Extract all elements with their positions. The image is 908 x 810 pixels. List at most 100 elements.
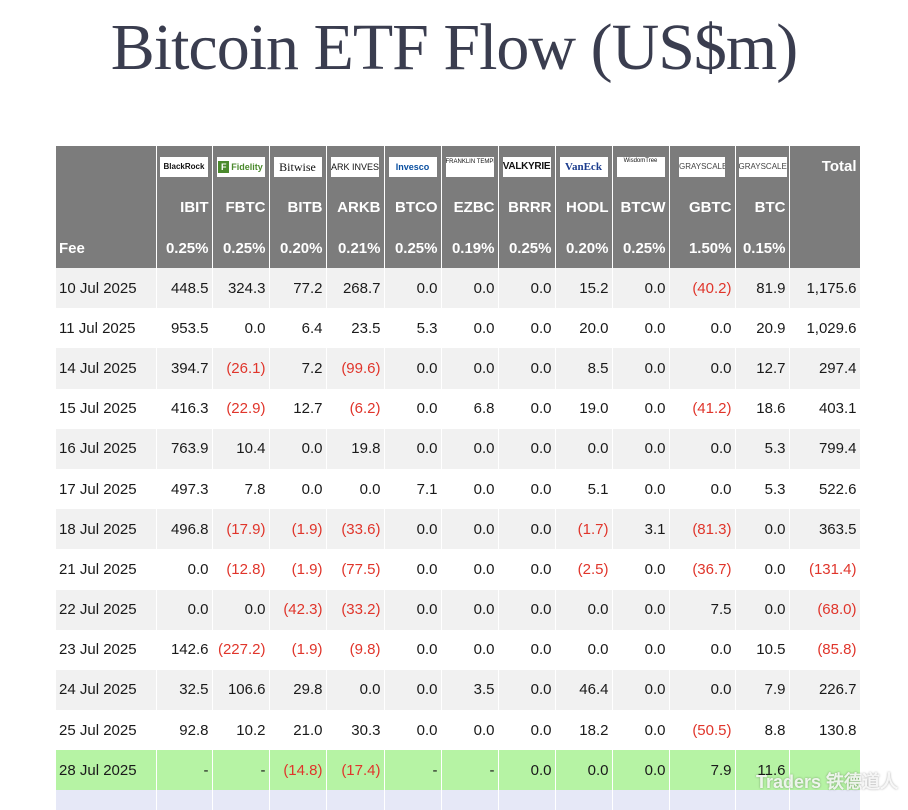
blank-cell [612, 790, 670, 810]
row-date: 16 Jul 2025 [56, 428, 157, 469]
flow-cell: 0.0 [669, 629, 736, 670]
flow-cell: 0.0 [498, 308, 556, 349]
flow-cell: 92.8 [156, 710, 213, 751]
flow-cell: 18.6 [735, 388, 790, 429]
flow-cell: 7.9 [669, 750, 736, 791]
wisdomtree-logo: WisdomTree [616, 156, 665, 177]
flow-cell: 10.4 [212, 428, 270, 469]
issuer-cell: WisdomTree [612, 146, 670, 187]
flow-cell: 0.0 [326, 669, 385, 711]
flow-cell: 21.0 [269, 710, 327, 751]
flow-cell: (40.2) [669, 268, 736, 309]
flow-cell: 0.0 [441, 268, 499, 309]
flow-cell: 12.7 [735, 348, 790, 389]
row-date: 18 Jul 2025 [56, 509, 157, 550]
blank-cell [56, 790, 157, 810]
row-date: 10 Jul 2025 [56, 268, 157, 309]
flow-cell: 0.0 [441, 589, 499, 630]
flow-cell: 0.0 [555, 629, 613, 670]
flow-cell: (17.4) [326, 750, 385, 791]
flow-cell: 0.0 [612, 589, 670, 630]
flow-cell: (36.7) [669, 549, 736, 590]
flow-cell: 0.0 [384, 509, 442, 550]
row-total: (85.8) [789, 629, 861, 670]
flow-cell: 0.0 [612, 468, 670, 510]
corner-cell [56, 146, 157, 187]
flow-cell: - [441, 750, 499, 791]
table-row: 14 Jul 2025 394.7 (26.1) 7.2 (99.6) 0.0 0.0 0.0… [56, 348, 861, 389]
blank-cell [441, 790, 499, 810]
fee-value: 0.25% [384, 228, 442, 268]
flow-cell: 0.0 [498, 388, 556, 429]
ticker-bitb: BITB [269, 187, 327, 228]
flow-cell: 142.6 [156, 629, 213, 670]
flow-cell: 5.1 [555, 468, 613, 510]
flow-cell: 0.0 [669, 669, 736, 711]
issuer-cell: Bitwise [269, 146, 327, 187]
page-title: Bitcoin ETF Flow (US$m) [110, 11, 799, 84]
flow-cell: 0.0 [555, 428, 613, 469]
table-row: 21 Jul 2025 0.0 (12.8) (1.9) (77.5) 0.0 0.0 0.0… [56, 549, 861, 590]
row-total: 130.8 [789, 710, 861, 751]
flow-cell: 0.0 [612, 428, 670, 469]
row-total: 1,175.6 [789, 268, 861, 309]
flow-cell: 5.3 [735, 468, 790, 510]
flow-cell: 763.9 [156, 428, 213, 469]
flow-cell: 0.0 [612, 308, 670, 349]
flow-cell: (2.5) [555, 549, 613, 590]
fee-value: 0.20% [555, 228, 613, 268]
flow-cell: 19.0 [555, 388, 613, 429]
flow-cell: - [384, 750, 442, 791]
flow-cell: (1.7) [555, 509, 613, 550]
ticker-corner [56, 187, 157, 228]
flow-cell: 0.0 [498, 589, 556, 630]
flow-cell: (99.6) [326, 348, 385, 389]
flow-cell: 448.5 [156, 268, 213, 309]
flow-cell: 8.8 [735, 710, 790, 751]
table-row: 28 Jul 2025- - (14.8) (17.4) - -0.0 0.0 0.0 7.9 1… [56, 750, 861, 791]
flow-cell: 0.0 [612, 669, 670, 711]
flow-cell: 0.0 [498, 710, 556, 751]
flow-cell: 0.0 [156, 549, 213, 590]
table-row: 22 Jul 2025 0.0 0.0 (42.3) (33.2) 0.0 0.0 0.0 0.… [56, 589, 861, 630]
flow-cell: 0.0 [612, 710, 670, 751]
flow-cell: 0.0 [498, 509, 556, 550]
flow-cell: 0.0 [735, 509, 790, 550]
table-row: 18 Jul 2025 496.8 (17.9) (1.9) (33.6) 0.0 0.0 0… [56, 509, 861, 550]
flow-cell: 0.0 [384, 549, 442, 590]
flow-cell: 77.2 [269, 268, 327, 309]
flow-cell: 0.0 [441, 509, 499, 550]
flow-cell: 106.6 [212, 669, 270, 711]
flow-cell: 19.8 [326, 428, 385, 469]
row-date: 22 Jul 2025 [56, 589, 157, 630]
flow-cell: 0.0 [212, 308, 270, 349]
row-total: 363.5 [789, 509, 861, 550]
blank-cell [735, 790, 790, 810]
row-total: 1,029.6 [789, 308, 861, 349]
flow-cell: (81.3) [669, 509, 736, 550]
flow-cell: 0.0 [498, 348, 556, 389]
fee-value: 0.25% [212, 228, 270, 268]
flow-cell: (26.1) [212, 348, 270, 389]
table-row: 16 Jul 2025 763.9 10.4 0.0 19.8 0.0 0.0 0.0 0.0 0… [56, 428, 861, 469]
fee-value: 0.19% [441, 228, 499, 268]
flow-cell: 0.0 [441, 710, 499, 751]
flow-cell: 0.0 [384, 710, 442, 751]
flow-cell: (14.8) [269, 750, 327, 791]
fee-value: 0.25% [498, 228, 556, 268]
row-date: 17 Jul 2025 [56, 468, 157, 510]
flow-cell: 394.7 [156, 348, 213, 389]
flow-cell: (50.5) [669, 710, 736, 751]
flow-cell: 0.0 [384, 428, 442, 469]
fee-value: 0.20% [269, 228, 327, 268]
blank-cell [156, 790, 213, 810]
flow-cell: 7.5 [669, 589, 736, 630]
flow-cell: 0.0 [269, 428, 327, 469]
flow-cell: 0.0 [441, 348, 499, 389]
ticker-hodl: HODL [555, 187, 613, 228]
flow-cell: 0.0 [498, 669, 556, 711]
flow-cell: 496.8 [156, 509, 213, 550]
flow-cell: 0.0 [156, 589, 213, 630]
flow-cell: 0.0 [669, 428, 736, 469]
